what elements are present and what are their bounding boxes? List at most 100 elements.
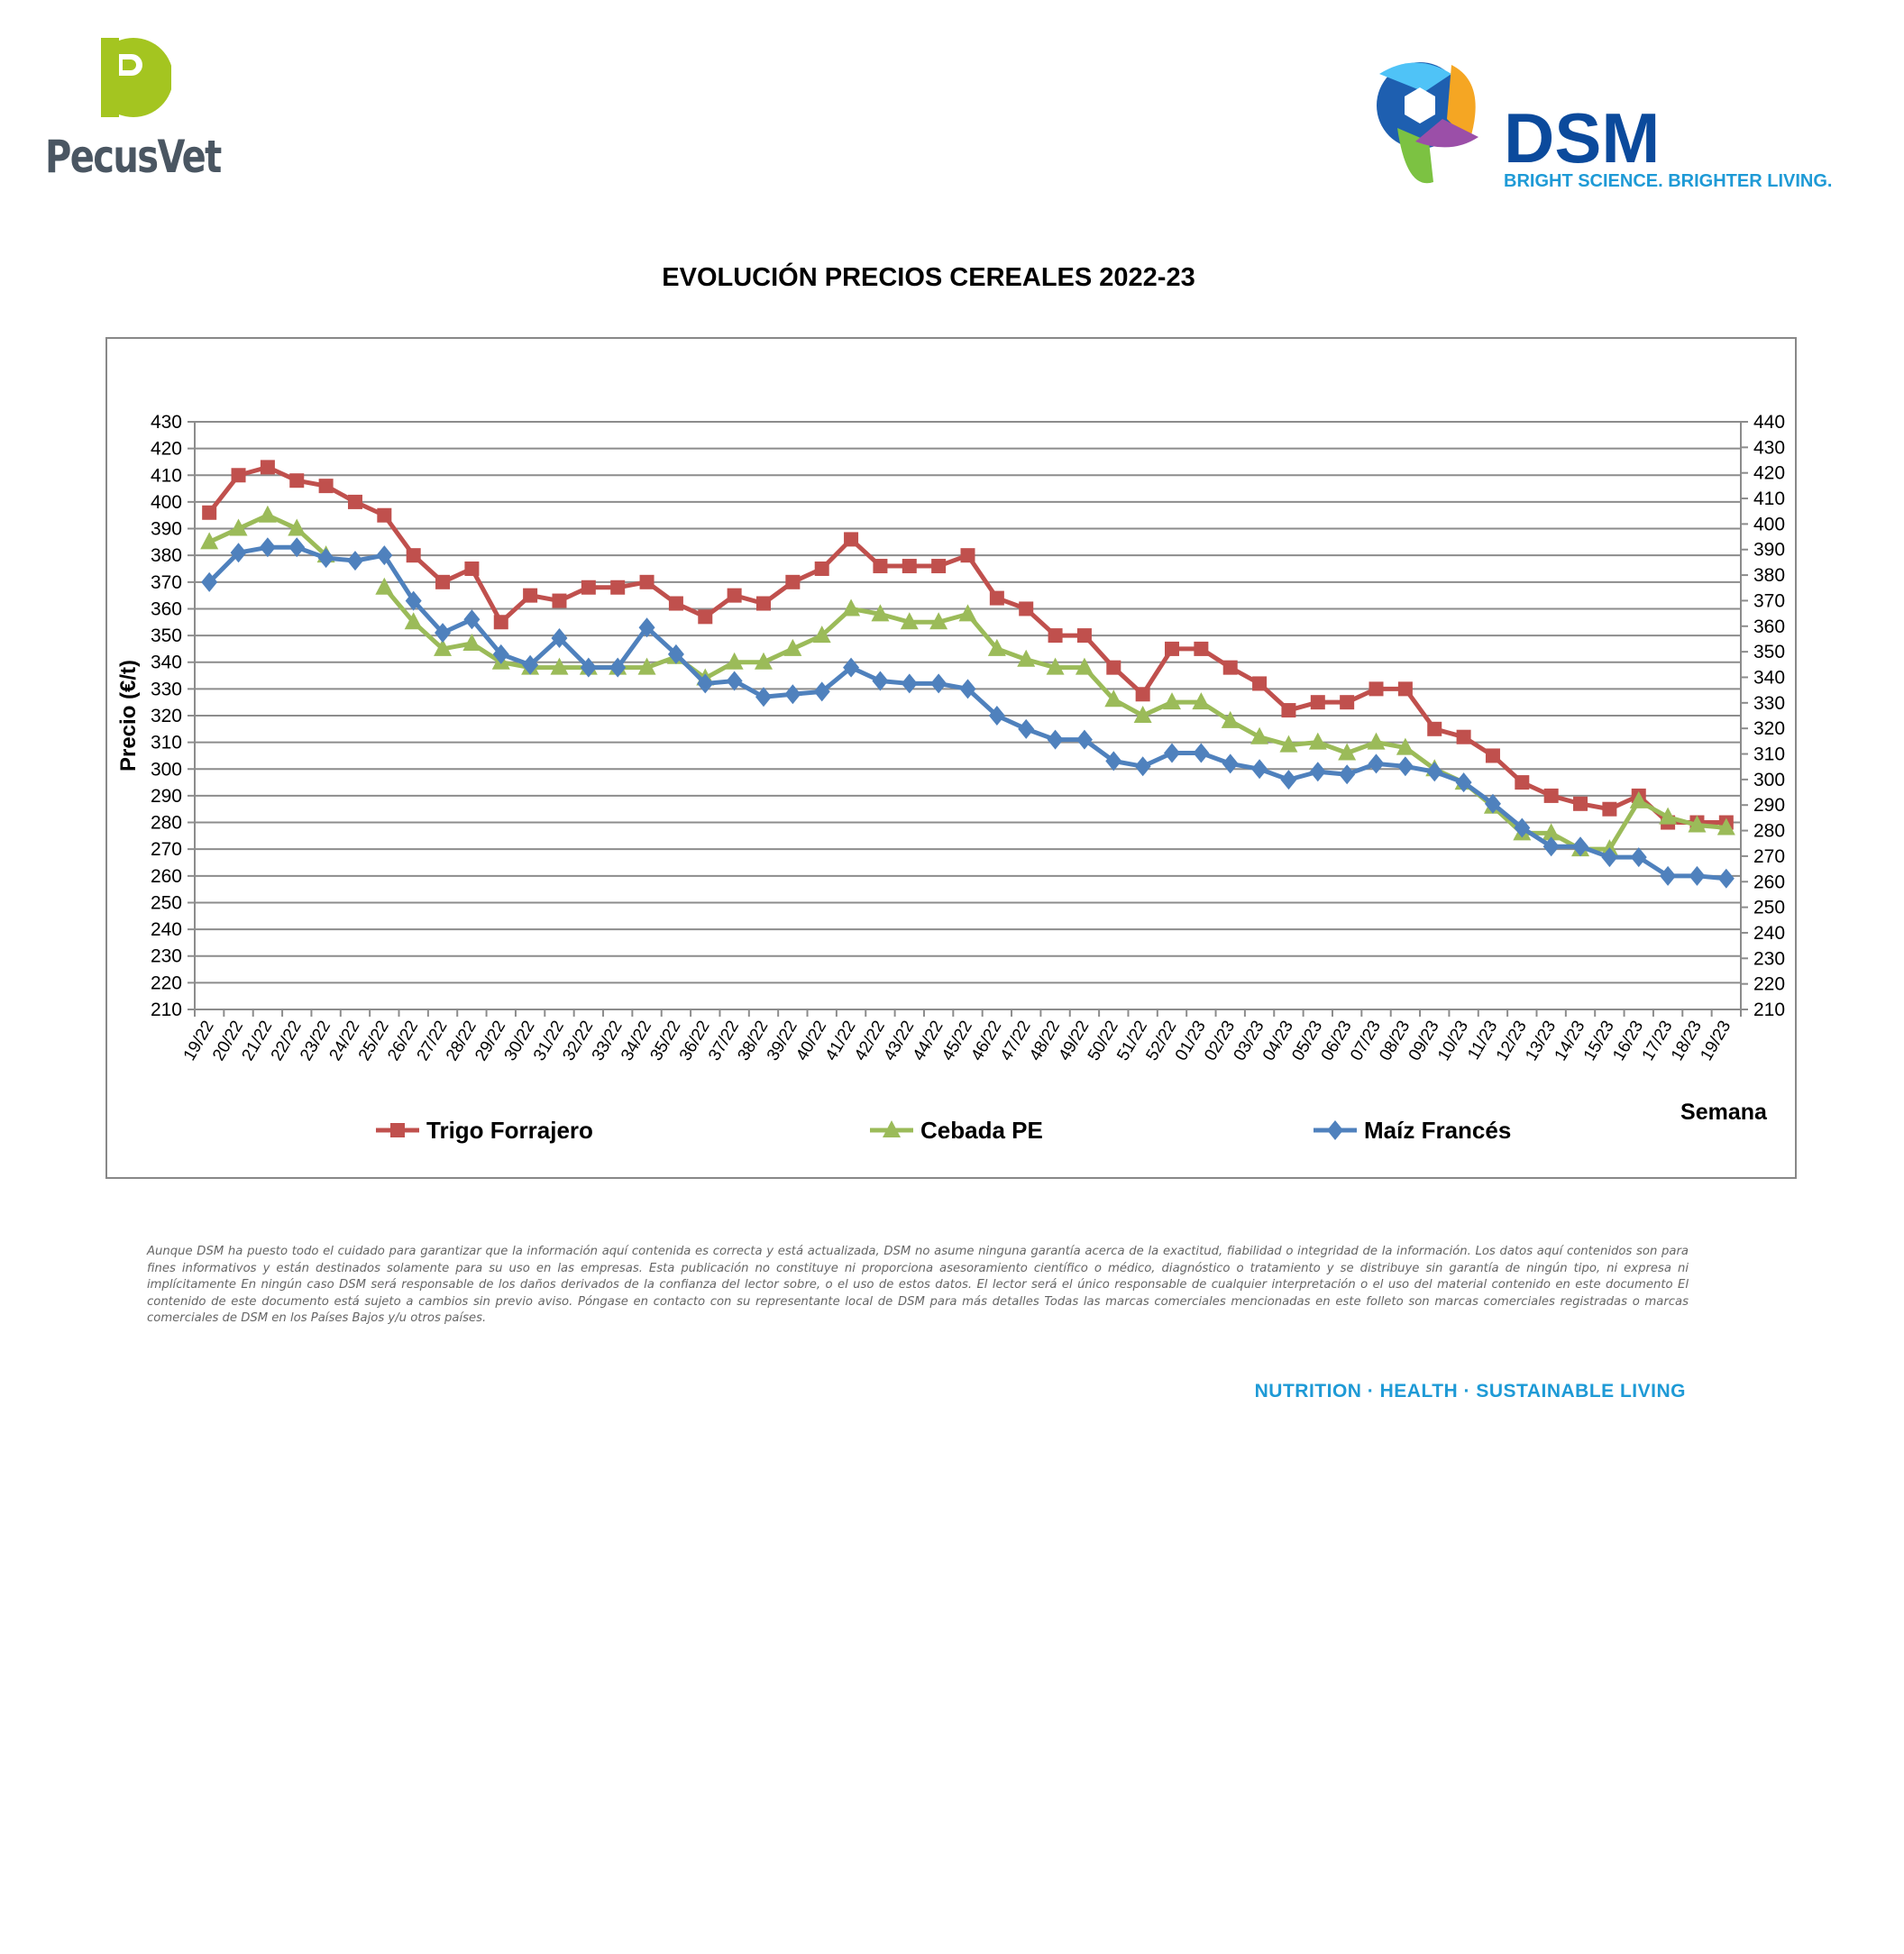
data-point xyxy=(725,652,744,670)
data-point xyxy=(405,590,422,611)
data-point xyxy=(1542,823,1561,841)
data-point xyxy=(202,505,217,520)
data-point xyxy=(552,593,567,608)
data-point xyxy=(754,652,773,670)
data-point xyxy=(346,551,363,571)
data-point xyxy=(1310,695,1325,710)
data-point xyxy=(581,580,596,595)
y-right-tick-label: 390 xyxy=(1753,540,1785,561)
data-point xyxy=(434,638,453,656)
legend-marker xyxy=(1327,1120,1343,1140)
data-point xyxy=(1048,628,1063,644)
data-point xyxy=(347,494,362,509)
y-right-tick-label: 210 xyxy=(1753,1000,1785,1020)
data-point xyxy=(260,460,275,475)
legend-label: Maíz Francés xyxy=(1364,1117,1511,1144)
data-point xyxy=(1105,751,1122,772)
y-tick-label: 330 xyxy=(151,679,182,699)
y-right-tick-label: 220 xyxy=(1753,974,1785,995)
data-point xyxy=(1338,743,1357,761)
legend-label: Cebada PE xyxy=(920,1117,1043,1144)
y-axis-label: Precio (€/t) xyxy=(116,660,141,772)
data-point xyxy=(814,562,829,576)
dsm-logo xyxy=(1361,56,1821,209)
data-point xyxy=(1193,743,1210,763)
data-point xyxy=(404,612,423,630)
y-tick-label: 360 xyxy=(151,598,182,619)
data-point xyxy=(288,518,307,536)
data-point xyxy=(229,518,248,536)
data-point xyxy=(288,537,306,558)
data-point xyxy=(785,574,801,589)
legend-marker xyxy=(883,1120,901,1137)
line-chart: 210 220 230 240 250 260 270 280 290 300 310 320 330 3… xyxy=(116,412,1785,1144)
data-point xyxy=(959,679,976,699)
data-point xyxy=(1368,753,1385,774)
dsm-logo-text: DSM xyxy=(1504,98,1661,178)
data-point xyxy=(1368,681,1384,697)
y-tick-label: 230 xyxy=(151,946,182,967)
y-right-tick-label: 330 xyxy=(1753,693,1785,714)
y-right-tick-label: 260 xyxy=(1753,872,1785,892)
pecusvet-logo xyxy=(45,36,234,185)
data-point xyxy=(843,657,860,678)
data-point xyxy=(1309,762,1326,782)
y-right-tick-label: 420 xyxy=(1753,463,1785,484)
y-right-tick-label: 280 xyxy=(1753,821,1785,842)
data-point xyxy=(1104,689,1123,708)
y-tick-label: 280 xyxy=(151,813,182,834)
y-right-tick-label: 250 xyxy=(1753,898,1785,918)
data-point xyxy=(1396,737,1414,755)
data-point xyxy=(1046,657,1065,675)
y-right-tick-label: 380 xyxy=(1753,565,1785,586)
x-tick-label: 19/23 xyxy=(1697,1018,1735,1064)
data-point xyxy=(1427,721,1442,736)
y-tick-label: 380 xyxy=(151,545,182,566)
y-tick-label: 220 xyxy=(151,972,182,993)
data-point xyxy=(1194,641,1209,656)
y-right-tick-label: 370 xyxy=(1753,590,1785,611)
chart-title: EVOLUCIÓN PRECIOS CEREALES 2022-23 xyxy=(662,263,1195,292)
data-point xyxy=(1629,790,1648,808)
data-point xyxy=(551,628,568,649)
data-point xyxy=(637,657,656,675)
data-point xyxy=(493,615,508,630)
y-right-tick-label: 430 xyxy=(1753,437,1785,458)
data-point xyxy=(638,617,655,638)
x-tick-label: 10/23 xyxy=(1434,1018,1472,1064)
data-point xyxy=(1308,732,1327,750)
y-tick-label: 400 xyxy=(151,492,182,513)
data-point xyxy=(1222,660,1238,675)
data-point xyxy=(1135,687,1150,702)
dsm-swirl-icon xyxy=(1377,62,1478,184)
data-point xyxy=(1076,729,1093,750)
y-right-tick-label: 310 xyxy=(1753,744,1785,765)
y-tick-label: 420 xyxy=(151,439,182,460)
y-right-tick-label: 350 xyxy=(1753,642,1785,662)
data-point xyxy=(1076,628,1092,644)
data-point xyxy=(610,580,626,595)
data-point xyxy=(1542,836,1560,857)
data-point xyxy=(1163,692,1182,710)
data-point xyxy=(784,684,801,705)
data-point xyxy=(755,687,772,708)
data-point xyxy=(1017,649,1036,667)
y-right-tick-label: 360 xyxy=(1753,616,1785,637)
y-tick-label: 340 xyxy=(151,653,182,673)
y-right-tick-label: 240 xyxy=(1753,923,1785,944)
data-point xyxy=(435,574,451,589)
y-tick-label: 390 xyxy=(151,519,182,540)
data-point xyxy=(1717,868,1735,889)
pecusvet-p-icon xyxy=(94,38,173,117)
data-point xyxy=(259,537,276,558)
data-point xyxy=(580,657,597,678)
data-point xyxy=(639,574,654,589)
data-point xyxy=(1573,796,1588,811)
y-right-tick-label: 320 xyxy=(1753,718,1785,739)
y-right-tick-label: 300 xyxy=(1753,770,1785,790)
y-tick-label: 320 xyxy=(151,706,182,726)
data-point xyxy=(755,596,771,611)
data-point xyxy=(929,612,948,630)
data-point xyxy=(1164,743,1181,763)
data-point xyxy=(1018,718,1035,739)
